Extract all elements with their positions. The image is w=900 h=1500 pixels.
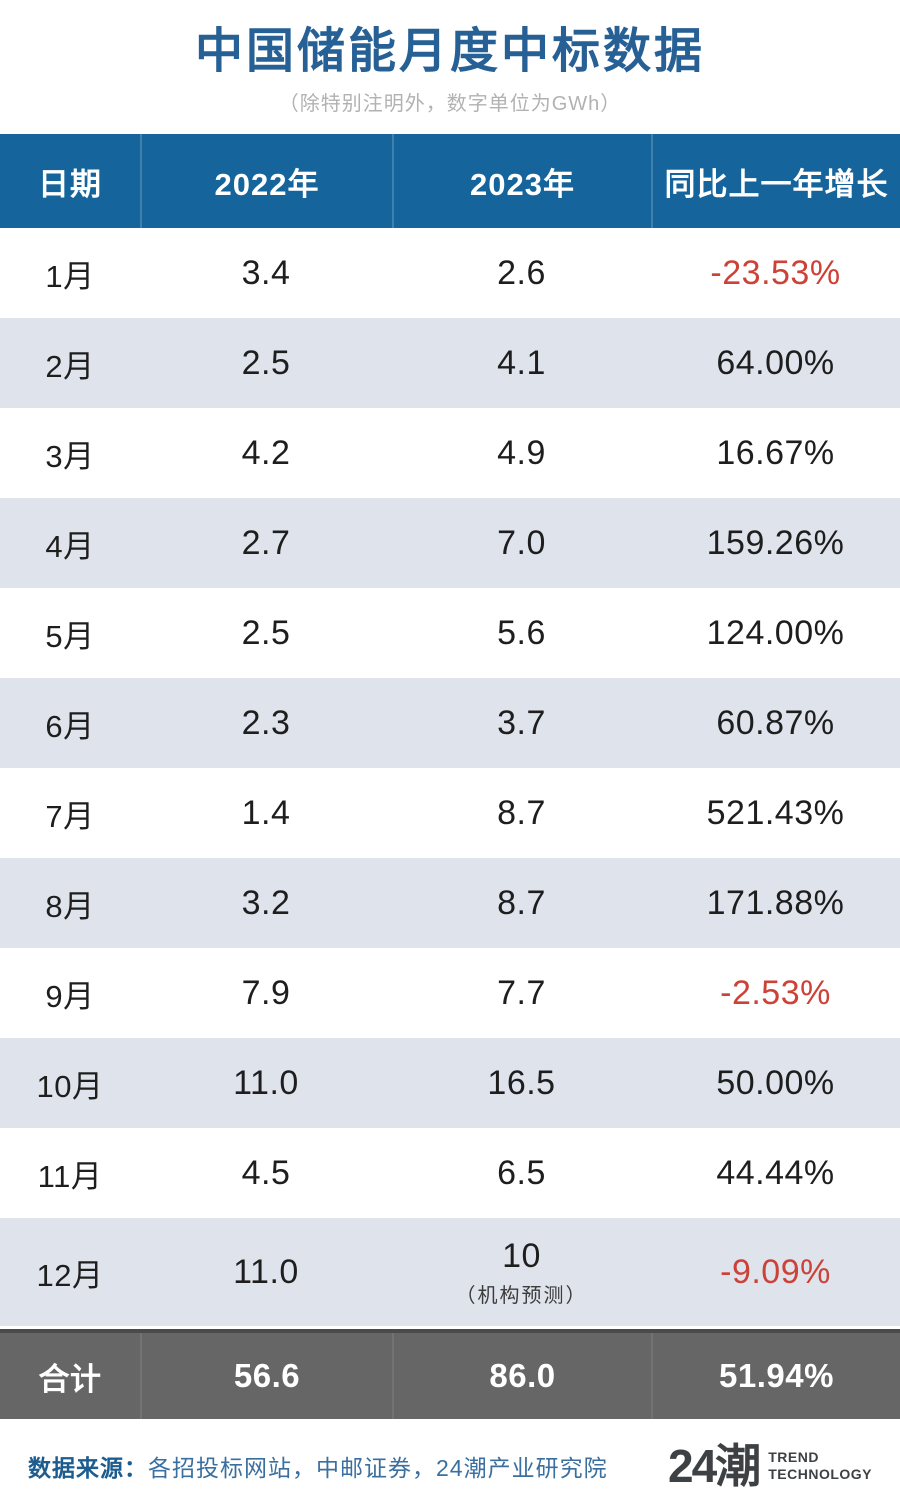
value-2023-cell: 2.6 bbox=[497, 253, 546, 292]
growth-cell: 159.26% bbox=[706, 523, 845, 562]
month-cell: 9月 bbox=[45, 978, 95, 1014]
month-cell: 3月 bbox=[45, 438, 95, 474]
table-row-dec: 12月 11.0 10 （机构预测） -9.09% bbox=[0, 1218, 900, 1326]
value-2022-cell: 2.7 bbox=[241, 523, 291, 562]
table-row-jun: 6月 2.3 3.7 60.87% bbox=[0, 678, 900, 768]
table-row-jul: 7月 1.4 8.7 521.43% bbox=[0, 768, 900, 858]
month-cell: 7月 bbox=[45, 798, 95, 834]
value-2023-cell: 4.1 bbox=[497, 343, 546, 382]
value-2022-cell: 4.2 bbox=[241, 433, 291, 472]
table-row-mar: 3月 4.2 4.9 16.67% bbox=[0, 408, 900, 498]
table-header-row: 日期 2022年 2023年 同比上一年增长 bbox=[0, 134, 900, 228]
value-2022-cell: 7.9 bbox=[241, 973, 291, 1012]
table-row-feb: 2月 2.5 4.1 64.00% bbox=[0, 318, 900, 408]
logo-24chao: 24潮 TREND TECHNOLOGY bbox=[668, 1443, 872, 1489]
total-2023: 86.0 bbox=[392, 1333, 651, 1419]
growth-cell: -23.53% bbox=[710, 253, 841, 292]
growth-cell: 44.44% bbox=[716, 1153, 835, 1192]
title-block: 中国储能月度中标数据 （除特别注明外，数字单位为GWh） bbox=[0, 0, 900, 134]
table-row-nov: 11月 4.5 6.5 44.44% bbox=[0, 1128, 900, 1218]
month-cell: 2月 bbox=[45, 348, 95, 384]
month-cell: 8月 bbox=[45, 888, 95, 924]
logo-24chao-tagline: TREND TECHNOLOGY bbox=[768, 1449, 872, 1484]
total-label: 合计 bbox=[38, 1361, 102, 1397]
value-2023-cell: 3.7 bbox=[497, 703, 546, 742]
logo-tagline-line1: TREND bbox=[768, 1448, 819, 1465]
growth-cell: -9.09% bbox=[720, 1252, 831, 1291]
value-2023-cell: 4.9 bbox=[497, 433, 546, 472]
header-2022: 2022年 bbox=[140, 134, 392, 228]
value-2022-cell: 4.5 bbox=[241, 1153, 291, 1192]
month-cell: 6月 bbox=[45, 708, 95, 744]
month-cell: 1月 bbox=[45, 258, 95, 294]
logo-tagline-line2: TECHNOLOGY bbox=[768, 1466, 872, 1482]
value-2023-cell: 16.5 bbox=[487, 1063, 556, 1102]
value-2022-cell: 3.2 bbox=[241, 883, 291, 922]
page-footer: 数据来源：各招投标网站，中邮证券，24潮产业研究院 24潮 TREND TECH… bbox=[0, 1419, 900, 1489]
table-row-oct: 10月 11.0 16.5 50.00% bbox=[0, 1038, 900, 1128]
month-cell: 12月 bbox=[36, 1257, 104, 1293]
value-2022-cell: 1.4 bbox=[241, 793, 291, 832]
value-2023-number: 10 bbox=[502, 1236, 541, 1275]
data-source-text: 各招投标网站，中邮证券，24潮产业研究院 bbox=[148, 1455, 608, 1481]
growth-cell: 124.00% bbox=[706, 613, 845, 652]
data-table: 日期 2022年 2023年 同比上一年增长 1月 3.4 2.6 -23.53… bbox=[0, 134, 900, 1419]
header-2023: 2023年 bbox=[392, 134, 651, 228]
value-2023-cell: 10 （机构预测） bbox=[392, 1218, 651, 1326]
month-cell: 10月 bbox=[36, 1068, 104, 1104]
growth-cell: 64.00% bbox=[716, 343, 835, 382]
value-2022-cell: 11.0 bbox=[233, 1063, 299, 1102]
table-total-row: 合计 56.6 86.0 51.94% bbox=[0, 1329, 900, 1419]
data-source-label: 数据来源： bbox=[28, 1455, 148, 1481]
table-row-apr: 4月 2.7 7.0 159.26% bbox=[0, 498, 900, 588]
page-title: 中国储能月度中标数据 bbox=[194, 25, 705, 78]
month-cell: 11月 bbox=[37, 1158, 103, 1194]
month-cell: 4月 bbox=[45, 528, 95, 564]
logo-24chao-wordmark: 24潮 bbox=[668, 1440, 761, 1492]
table-row-sep: 9月 7.9 7.7 -2.53% bbox=[0, 948, 900, 1038]
value-2023-cell: 8.7 bbox=[497, 883, 546, 922]
value-2022-cell: 3.4 bbox=[241, 253, 291, 292]
growth-cell: 16.67% bbox=[716, 433, 835, 472]
growth-cell: 50.00% bbox=[716, 1063, 835, 1102]
header-growth: 同比上一年增长 bbox=[651, 134, 900, 228]
value-2022-cell: 11.0 bbox=[233, 1252, 299, 1291]
value-2023-cell: 8.7 bbox=[497, 793, 546, 832]
month-cell: 5月 bbox=[45, 618, 95, 654]
total-growth: 51.94% bbox=[651, 1333, 900, 1419]
table-row-aug: 8月 3.2 8.7 171.88% bbox=[0, 858, 900, 948]
growth-cell: 171.88% bbox=[706, 883, 845, 922]
value-2022-cell: 2.5 bbox=[241, 343, 291, 382]
page-subtitle: （除特别注明外，数字单位为GWh） bbox=[278, 92, 622, 115]
value-2022-cell: 2.5 bbox=[241, 613, 291, 652]
value-2023-cell: 5.6 bbox=[497, 613, 546, 652]
growth-cell: -2.53% bbox=[720, 973, 831, 1012]
value-2023-cell: 7.7 bbox=[497, 973, 546, 1012]
value-2023-cell: 7.0 bbox=[497, 523, 546, 562]
total-2022: 56.6 bbox=[140, 1333, 392, 1419]
value-2023-cell: 6.5 bbox=[497, 1153, 546, 1192]
value-2022-cell: 2.3 bbox=[241, 703, 291, 742]
header-date: 日期 bbox=[38, 166, 102, 202]
table-row-jan: 1月 3.4 2.6 -23.53% bbox=[0, 228, 900, 318]
growth-cell: 521.43% bbox=[706, 793, 845, 832]
forecast-note: （机构预测） bbox=[455, 1284, 588, 1307]
table-row-may: 5月 2.5 5.6 124.00% bbox=[0, 588, 900, 678]
growth-cell: 60.87% bbox=[716, 703, 835, 742]
data-source: 数据来源：各招投标网站，中邮证券，24潮产业研究院 bbox=[28, 1449, 608, 1483]
